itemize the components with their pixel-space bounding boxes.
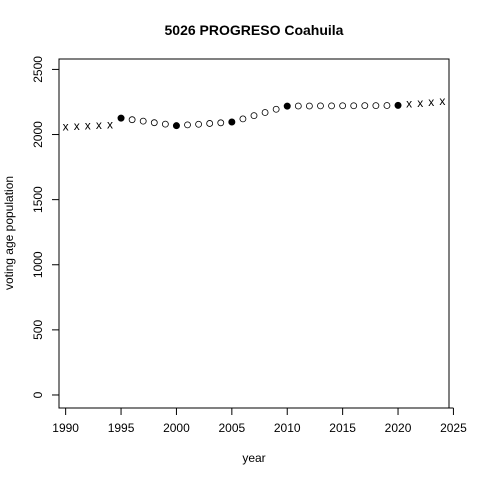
point-x-marker: x [107,117,113,131]
plot-frame [59,59,449,408]
point-open-circle [384,102,390,108]
point-open-circle [207,120,213,126]
point-filled-circle [395,102,401,108]
chart-title: 5026 PROGRESO Coahuila [165,22,344,38]
y-tick-label: 500 [31,320,45,340]
point-open-circle [129,117,135,123]
point-filled-circle [173,123,179,129]
data-points: x x x x xx x x x [63,94,446,133]
point-open-circle [162,121,168,127]
x-tick-label: 1990 [52,421,79,435]
point-x-marker: x [417,96,423,110]
point-open-circle [329,103,335,109]
point-open-circle [362,103,368,109]
point-x-marker: x [428,95,434,109]
x-tick-label: 1995 [108,421,135,435]
point-open-circle [317,103,323,109]
y-axis: 0 500 1000 1500 2000 2500 [31,56,59,399]
point-filled-circle [284,103,290,109]
x-tick-label: 2015 [329,421,356,435]
x-tick-label: 2000 [163,421,190,435]
point-open-circle [218,120,224,126]
point-filled-circle [229,119,235,125]
point-open-circle [251,113,257,119]
point-open-circle [306,103,312,109]
point-open-circle [262,110,268,116]
point-filled-circle [118,115,124,121]
point-x-marker: x [406,97,412,111]
point-open-circle [273,106,279,112]
y-tick-label: 2000 [31,121,45,148]
point-open-circle [373,103,379,109]
point-x-marker: x [63,119,69,133]
x-tick-label: 2025 [440,421,467,435]
x-tick-label: 2020 [385,421,412,435]
x-tick-label: 2005 [218,421,245,435]
point-open-circle [140,118,146,124]
x-tick-label: 2010 [274,421,301,435]
point-open-circle [151,120,157,126]
point-open-circle [295,103,301,109]
point-open-circle [185,122,191,128]
point-open-circle [351,103,357,109]
point-x-marker: x [85,118,91,132]
point-x-marker: x [74,119,80,133]
y-axis-label: voting age population [2,176,16,290]
x-axis-label: year [242,451,265,465]
y-tick-label: 1000 [31,251,45,278]
point-x-marker: x [96,118,102,132]
point-open-circle [196,121,202,127]
point-x-marker: x [439,94,445,108]
y-tick-label: 1500 [31,186,45,213]
point-open-circle [340,103,346,109]
point-open-circle [240,116,246,122]
y-tick-label: 2500 [31,56,45,83]
x-axis: 1990 1995 2000 2005 2010 2015 2020 2025 [52,408,467,435]
y-tick-label: 0 [31,391,45,398]
